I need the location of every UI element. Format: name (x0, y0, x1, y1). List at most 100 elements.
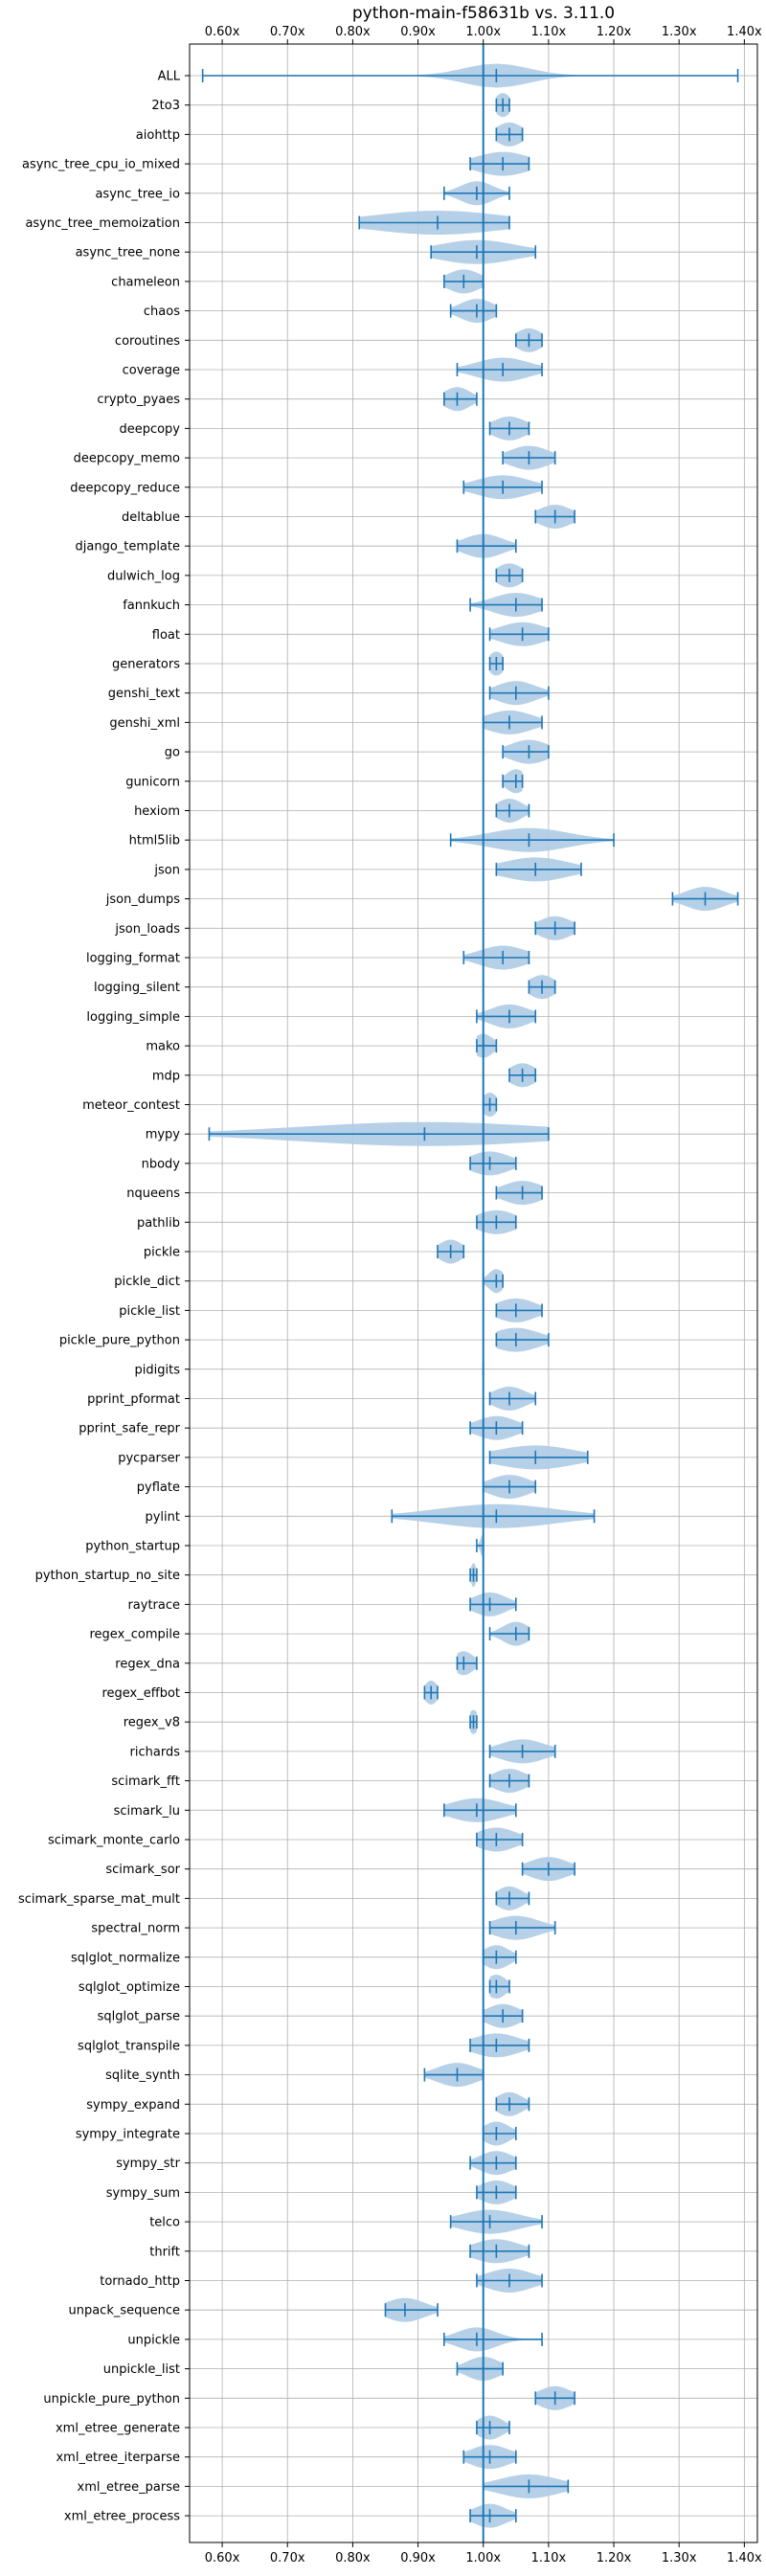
category-label: scimark_sparse_mat_mult (18, 1892, 180, 1907)
category-label: json (153, 863, 180, 877)
category-label: pprint_safe_repr (79, 1422, 180, 1436)
category-label: django_template (76, 540, 180, 554)
category-label: meteor_contest (82, 1098, 180, 1113)
category-label: genshi_xml (109, 716, 180, 731)
category-label: pickle_dict (114, 1275, 180, 1289)
category-label: regex_dna (115, 1657, 180, 1671)
category-label: thrift (149, 2245, 180, 2259)
category-label: xml_etree_parse (78, 2480, 180, 2495)
category-label: genshi_text (108, 687, 180, 701)
category-label: mypy (146, 1128, 181, 1142)
category-label: regex_effbot (101, 1686, 180, 1701)
category-label: pathlib (137, 1216, 180, 1231)
category-label: float (152, 628, 180, 643)
category-label: telco (149, 2216, 180, 2230)
x-tick-label-top: 1.10x (531, 25, 567, 39)
x-tick-label-top: 0.90x (400, 25, 436, 39)
x-tick-label-bottom: 0.70x (270, 2551, 305, 2565)
chart-title: python-main-f58631b vs. 3.11.0 (352, 4, 615, 23)
category-label: python_startup_no_site (35, 1569, 180, 1583)
category-label: pickle (144, 1246, 180, 1260)
category-label: async_tree_cpu_io_mixed (22, 158, 180, 172)
category-label: unpickle_list (103, 2362, 180, 2377)
x-tick-label-bottom: 1.20x (597, 2551, 632, 2565)
category-label: logging_simple (86, 1010, 180, 1025)
category-label: chameleon (111, 275, 180, 289)
category-label: pycparser (118, 1451, 180, 1465)
category-label: fannkuch (123, 599, 180, 613)
category-label: xml_etree_process (64, 2510, 180, 2524)
category-label: pickle_list (119, 1304, 180, 1319)
category-label: unpickle_pure_python (43, 2392, 180, 2407)
category-label: generators (112, 658, 180, 672)
category-label: async_tree_none (76, 246, 180, 260)
category-label: sympy_sum (106, 2186, 180, 2201)
category-label: gunicorn (125, 775, 180, 789)
x-tick-label-top: 1.00x (465, 25, 501, 39)
category-label: scimark_monte_carlo (48, 1834, 180, 1848)
category-label: async_tree_memoization (25, 216, 180, 231)
category-label: pprint_pformat (87, 1392, 180, 1407)
category-label: scimark_sor (105, 1863, 180, 1877)
category-label: pickle_pure_python (59, 1334, 180, 1348)
category-label: pylint (145, 1510, 180, 1525)
category-label: pidigits (135, 1363, 181, 1377)
category-label: nbody (142, 1157, 181, 1171)
category-label-layer: ALL 2to3 aiohttp async_tree_cpu_io_mixedasy… (18, 70, 181, 2524)
category-label: json_loads (114, 922, 180, 937)
x-tick-label-top: 0.70x (270, 25, 305, 39)
category-label: regex_compile (89, 1628, 180, 1642)
category-label: python_startup (85, 1540, 180, 1554)
category-label: richards (130, 1745, 181, 1759)
tick-layer: 0.60x 0.60x 0.70x 0.70x 0.80x 0.80x 0.90x 0.90x… (185, 25, 762, 2565)
category-label: chaos (144, 305, 180, 319)
category-label: aiohttp (136, 128, 180, 143)
category-label: logging_format (86, 952, 180, 966)
category-label: nqueens (126, 1186, 180, 1201)
x-tick-label-top: 1.20x (597, 25, 632, 39)
x-tick-label-bottom: 1.10x (531, 2551, 567, 2565)
category-label: sympy_str (116, 2157, 180, 2171)
category-label: sqlglot_parse (98, 2010, 180, 2024)
category-label: unpickle (127, 2333, 180, 2347)
x-tick-label-bottom: 1.00x (465, 2551, 501, 2565)
x-tick-label-top: 1.40x (727, 25, 762, 39)
x-tick-label-top: 0.80x (335, 25, 371, 39)
category-label: sqlglot_transpile (78, 2039, 180, 2053)
category-label: dulwich_log (107, 569, 180, 583)
category-label: logging_silent (94, 981, 180, 995)
x-tick-label-bottom: 1.30x (662, 2551, 697, 2565)
category-label: deepcopy_reduce (70, 481, 180, 495)
category-label: xml_etree_iterparse (56, 2451, 180, 2465)
category-label: ALL (158, 70, 181, 84)
category-label: xml_etree_generate (56, 2422, 180, 2436)
x-tick-label-bottom: 0.80x (335, 2551, 371, 2565)
category-label: sqlglot_normalize (71, 1951, 180, 1965)
x-tick-label-bottom: 0.90x (400, 2551, 436, 2565)
category-label: regex_v8 (124, 1716, 180, 1730)
category-label: hexiom (134, 804, 180, 819)
category-label: 2to3 (151, 99, 180, 113)
category-label: go (165, 746, 180, 760)
category-label: tornado_http (100, 2274, 180, 2289)
x-tick-label-top: 1.30x (662, 25, 697, 39)
category-label: unpack_sequence (68, 2304, 180, 2318)
category-label: coverage (123, 364, 180, 378)
category-label: mdp (152, 1069, 180, 1083)
category-label: crypto_pyaes (97, 393, 180, 407)
category-label: sqlglot_optimize (79, 1980, 180, 1995)
category-label: sympy_integrate (76, 2128, 180, 2142)
category-label: async_tree_io (95, 187, 180, 201)
x-tick-label-bottom: 0.60x (205, 2551, 240, 2565)
category-label: pyflate (137, 1480, 180, 1495)
whisker-layer (201, 69, 739, 2523)
category-label: raytrace (127, 1598, 180, 1613)
category-label: deltablue (122, 510, 180, 525)
category-label: coroutines (115, 334, 180, 349)
category-label: mako (146, 1040, 180, 1054)
category-label: json_dumps (105, 893, 180, 907)
category-label: scimark_fft (111, 1774, 180, 1789)
category-label: sympy_expand (86, 2098, 180, 2113)
